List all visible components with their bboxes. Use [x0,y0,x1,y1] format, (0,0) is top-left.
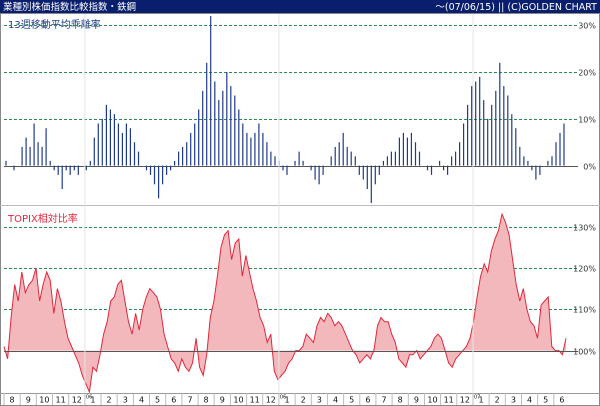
deviation-panel: 13週移動平均乖離率 0% 10% 20% 30% [4,16,596,203]
deviation-gridlines [4,25,578,167]
deviation-y-tick-label: 30% [578,22,596,31]
deviation-y-ticks: 0% 10% 20% 30% [578,22,596,172]
month-label: 8 [10,396,15,405]
month-label: 12 [72,396,82,405]
month-label: 8 [204,396,209,405]
relative-ratio-area [3,212,578,394]
year-marker: 06 [86,395,92,401]
month-label: 1 [284,396,289,405]
month-label: 5 [155,396,160,405]
deviation-y-tick-label: 10% [578,116,596,125]
month-label: 5 [543,396,548,405]
deviation-panel-title: 13週移動平均乖離率 [8,18,101,31]
month-label: 9 [26,396,31,405]
title-bar: 業種別株価指数比較指数・鉄鋼 〜(07/06/15) || (C)GOLDEN … [0,0,600,13]
month-label: 9 [220,396,225,405]
month-label: 2 [495,396,500,405]
month-label: 1 [479,396,484,405]
month-label: 7 [187,396,192,405]
chart-title: 業種別株価指数比較指数・鉄鋼 [3,1,136,13]
month-label: 2 [301,396,306,405]
month-label: 12 [266,396,276,405]
month-label: 12 [460,396,470,405]
month-label: 2 [107,396,112,405]
relative-ratio-y-tick-label: 120% [573,265,596,274]
month-label: 3 [123,396,128,405]
relative-ratio-panel: TOPIX相対比率 100% 110% 120% 130% [3,212,596,394]
month-label: 3 [511,396,516,405]
month-label: 8 [398,396,403,405]
month-label: 11 [444,396,454,405]
title-bar-background [0,0,600,13]
deviation-y-tick-label: 0% [583,163,596,172]
month-label: 3 [317,396,322,405]
month-label: 4 [527,396,532,405]
relative-ratio-y-tick-label: 110% [573,306,596,315]
month-label: 10 [233,396,243,405]
year-marker: 07 [474,395,480,401]
month-label: 6 [365,396,370,405]
relative-ratio-fill [4,214,566,392]
month-label: 1 [90,396,95,405]
month-label: 6 [171,396,176,405]
month-label: 11 [56,396,66,405]
month-label: 7 [381,396,386,405]
month-label: 10 [427,396,437,405]
relative-ratio-y-tick-label: 100% [573,348,596,357]
month-label: 11 [250,396,260,405]
year-marker: 06 [280,395,286,401]
month-label: 5 [349,396,354,405]
month-label: 9 [414,396,419,405]
month-axis: 8 9 10 11 12 1 2 3 4 5 6 7 8 9 10 11 12 1 2 3 4 5 6 7 8 9 10 11 12 1 2… [0,14,600,405]
month-label: 10 [39,396,49,405]
relative-ratio-y-ticks: 100% 110% 120% 130% [573,224,596,357]
month-label: 4 [333,396,338,405]
deviation-bars [5,16,565,203]
month-label: 6 [559,396,564,405]
month-label: 4 [139,396,144,405]
relative-ratio-line [3,212,567,394]
copyright-text: 〜(07/06/15) || (C)GOLDEN CHART [435,2,597,13]
relative-ratio-panel-title: TOPIX相対比率 [7,212,78,225]
relative-ratio-y-tick-label: 130% [573,224,596,233]
deviation-y-tick-label: 20% [578,69,596,78]
